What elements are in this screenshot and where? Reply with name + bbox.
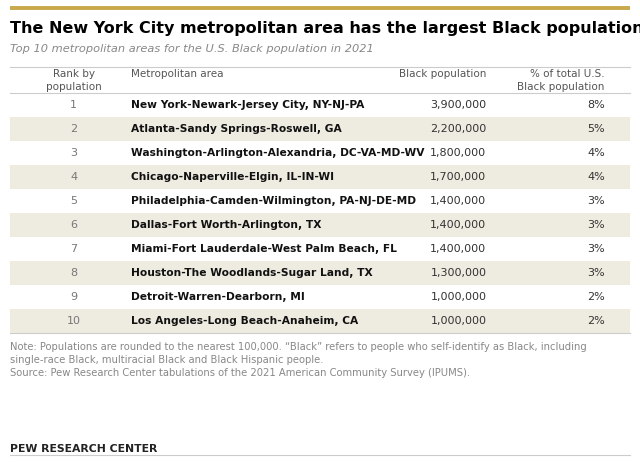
- Text: 1: 1: [70, 100, 77, 110]
- Text: 6: 6: [70, 220, 77, 230]
- Text: Miami-Fort Lauderdale-West Palm Beach, FL: Miami-Fort Lauderdale-West Palm Beach, F…: [131, 244, 397, 254]
- Bar: [10, 309, 630, 333]
- Text: Houston-The Woodlands-Sugar Land, TX: Houston-The Woodlands-Sugar Land, TX: [131, 268, 373, 278]
- Text: 4%: 4%: [587, 148, 605, 158]
- Text: 1,700,000: 1,700,000: [430, 172, 486, 182]
- Text: % of total U.S.
Black population: % of total U.S. Black population: [517, 69, 605, 92]
- Text: Dallas-Fort Worth-Arlington, TX: Dallas-Fort Worth-Arlington, TX: [131, 220, 322, 230]
- Text: Washington-Arlington-Alexandria, DC-VA-MD-WV: Washington-Arlington-Alexandria, DC-VA-M…: [131, 148, 425, 158]
- Text: 1,300,000: 1,300,000: [430, 268, 486, 278]
- Text: 1,400,000: 1,400,000: [430, 244, 486, 254]
- Bar: [10, 213, 630, 237]
- Text: Note: Populations are rounded to the nearest 100,000. “Black” refers to people w: Note: Populations are rounded to the nea…: [10, 342, 586, 378]
- Text: Chicago-Naperville-Elgin, IL-IN-WI: Chicago-Naperville-Elgin, IL-IN-WI: [131, 172, 334, 182]
- Text: 3%: 3%: [587, 220, 605, 230]
- Text: 2: 2: [70, 124, 77, 134]
- Text: 3%: 3%: [587, 268, 605, 278]
- Text: 7: 7: [70, 244, 77, 254]
- Text: 1,000,000: 1,000,000: [430, 292, 486, 302]
- Text: 3%: 3%: [587, 196, 605, 206]
- Text: 1,000,000: 1,000,000: [430, 316, 486, 326]
- Text: 2,200,000: 2,200,000: [430, 124, 486, 134]
- Text: 1,800,000: 1,800,000: [430, 148, 486, 158]
- Text: 9: 9: [70, 292, 77, 302]
- Text: 4%: 4%: [587, 172, 605, 182]
- Bar: [10, 165, 630, 189]
- Text: Metropolitan area: Metropolitan area: [131, 69, 224, 80]
- Bar: [10, 141, 630, 165]
- Bar: [10, 261, 630, 285]
- Text: Top 10 metropolitan areas for the U.S. Black population in 2021: Top 10 metropolitan areas for the U.S. B…: [10, 44, 373, 54]
- Text: Philadelphia-Camden-Wilmington, PA-NJ-DE-MD: Philadelphia-Camden-Wilmington, PA-NJ-DE…: [131, 196, 416, 206]
- Text: 10: 10: [67, 316, 81, 326]
- Text: PEW RESEARCH CENTER: PEW RESEARCH CENTER: [10, 444, 157, 455]
- Text: Rank by
population: Rank by population: [45, 69, 102, 92]
- Text: Black population: Black population: [399, 69, 486, 80]
- Text: 4: 4: [70, 172, 77, 182]
- Text: Detroit-Warren-Dearborn, MI: Detroit-Warren-Dearborn, MI: [131, 292, 305, 302]
- Text: 3,900,000: 3,900,000: [430, 100, 486, 110]
- Text: The New York City metropolitan area has the largest Black population: The New York City metropolitan area has …: [10, 21, 640, 36]
- Text: 5%: 5%: [587, 124, 605, 134]
- Text: 5: 5: [70, 196, 77, 206]
- Text: 8%: 8%: [587, 100, 605, 110]
- Text: Los Angeles-Long Beach-Anaheim, CA: Los Angeles-Long Beach-Anaheim, CA: [131, 316, 358, 326]
- Text: New York-Newark-Jersey City, NY-NJ-PA: New York-Newark-Jersey City, NY-NJ-PA: [131, 100, 365, 110]
- Text: 1,400,000: 1,400,000: [430, 196, 486, 206]
- Bar: [10, 285, 630, 309]
- Text: 2%: 2%: [587, 292, 605, 302]
- Text: 3: 3: [70, 148, 77, 158]
- Text: 8: 8: [70, 268, 77, 278]
- Text: 1,400,000: 1,400,000: [430, 220, 486, 230]
- Text: Atlanta-Sandy Springs-Roswell, GA: Atlanta-Sandy Springs-Roswell, GA: [131, 124, 342, 134]
- Text: 2%: 2%: [587, 316, 605, 326]
- Bar: [10, 237, 630, 261]
- Text: 3%: 3%: [587, 244, 605, 254]
- Bar: [10, 117, 630, 141]
- Bar: [10, 189, 630, 213]
- Bar: [10, 93, 630, 117]
